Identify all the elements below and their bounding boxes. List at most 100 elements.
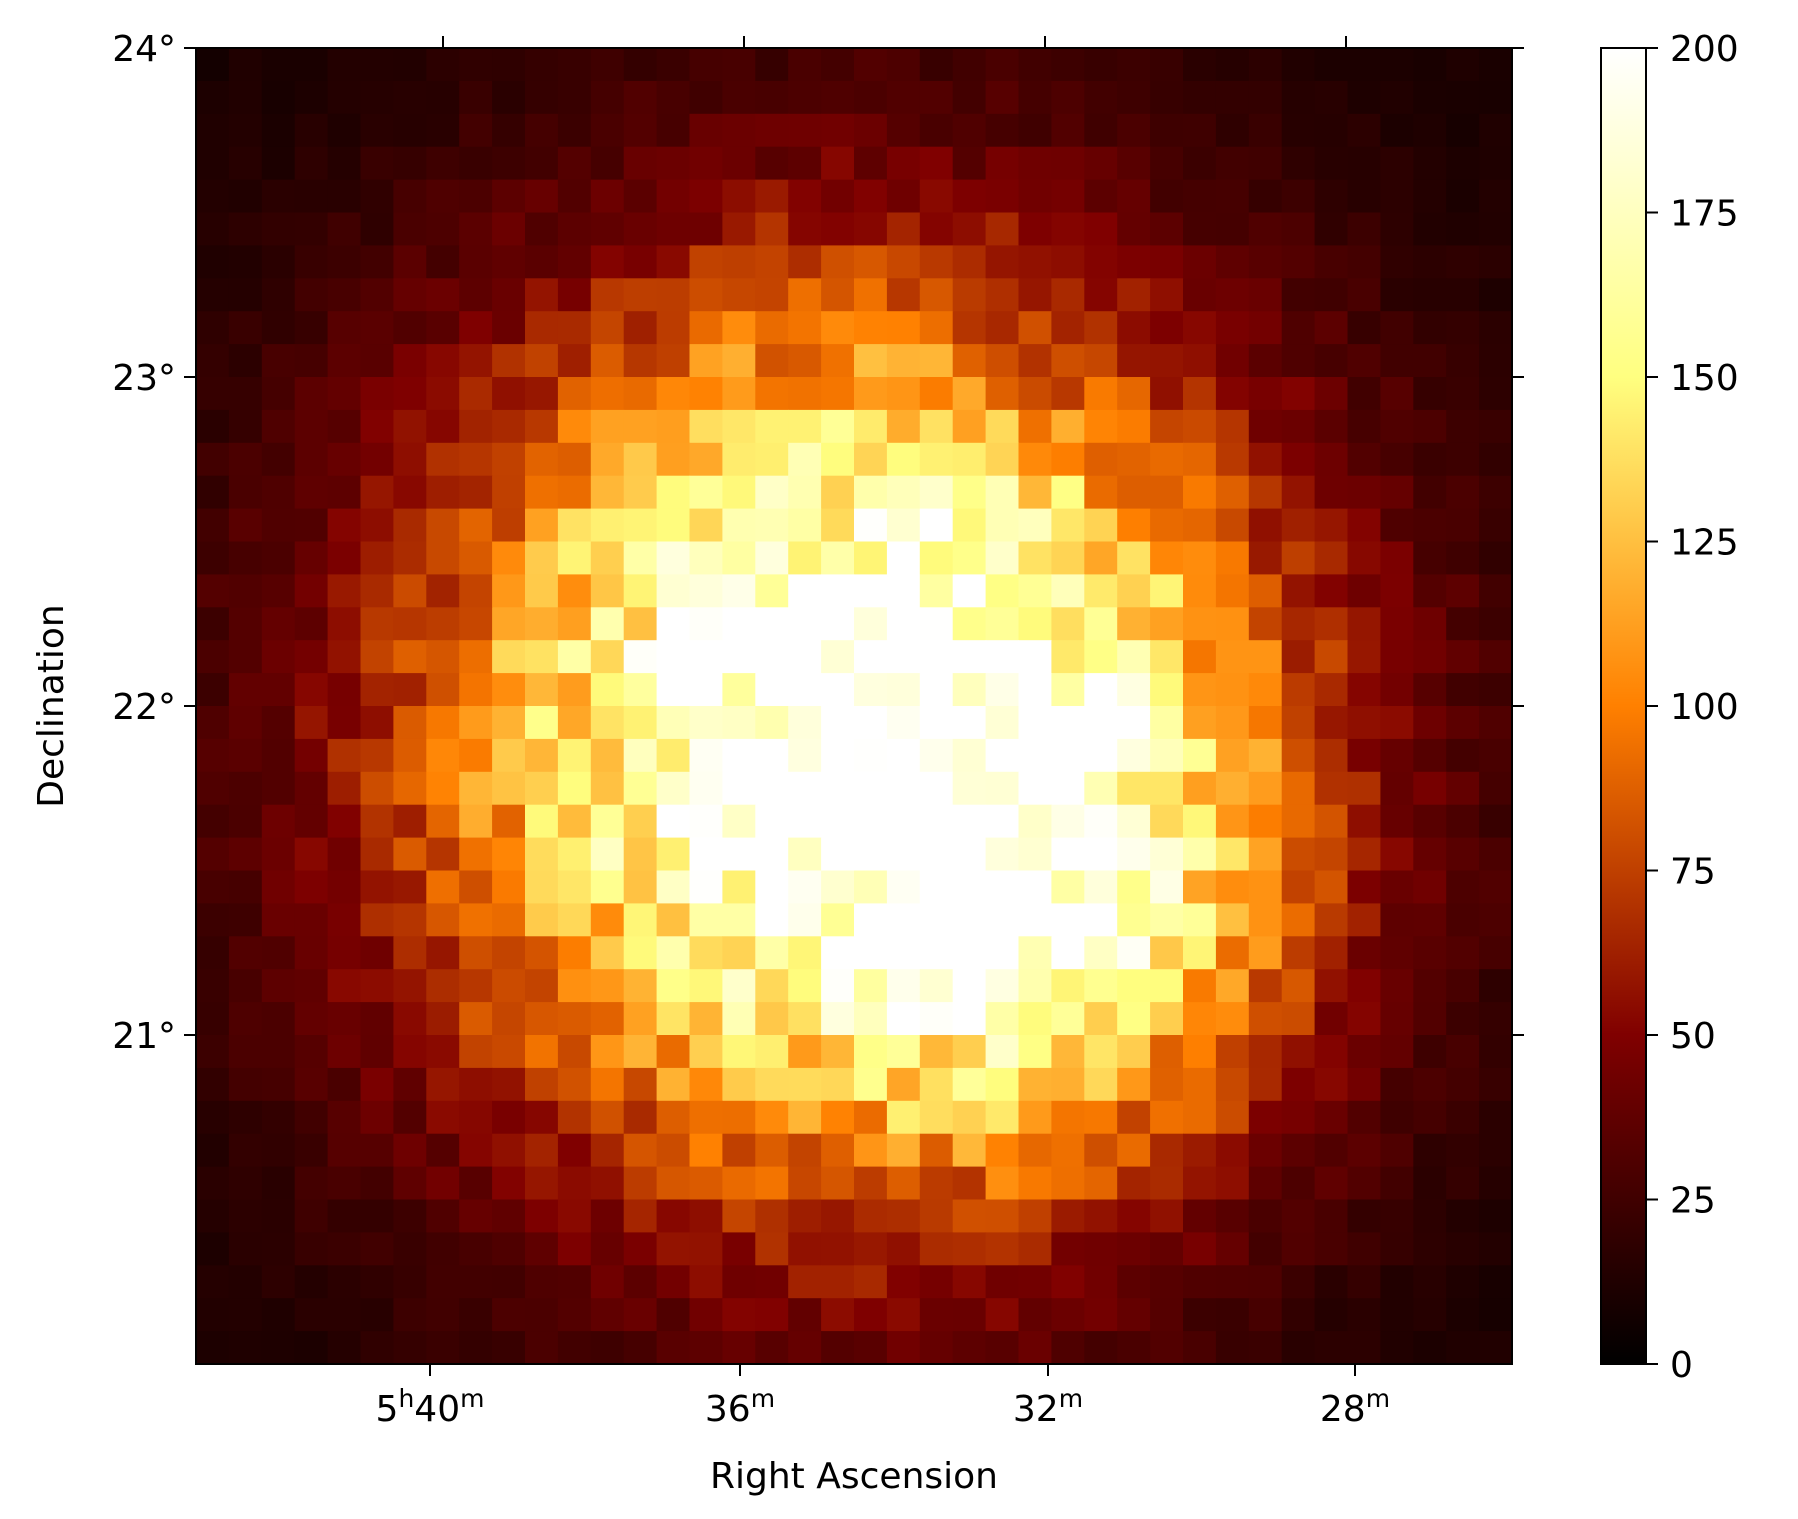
heatmap-cell	[952, 311, 987, 345]
heatmap-cell	[919, 1067, 954, 1102]
heatmap-cell	[1084, 1199, 1118, 1233]
heatmap-cell	[1347, 442, 1381, 477]
heatmap-cell	[1117, 936, 1151, 970]
heatmap-cell	[1314, 607, 1349, 641]
heatmap-cell	[492, 146, 526, 181]
heatmap-cell	[755, 1100, 789, 1135]
heatmap-cell	[1314, 475, 1349, 510]
heatmap-cell	[623, 442, 658, 477]
heatmap-cell	[788, 48, 822, 82]
heatmap-cell	[196, 738, 230, 773]
heatmap-cell	[788, 640, 822, 674]
heatmap-cell	[755, 804, 789, 839]
heatmap-cell	[919, 1002, 954, 1036]
heatmap-cell	[623, 640, 658, 674]
heatmap-cell	[1215, 673, 1250, 707]
heatmap-cell	[1413, 541, 1447, 575]
heatmap-cell	[196, 1199, 230, 1233]
heatmap-cell	[1380, 179, 1414, 214]
heatmap-cell	[1281, 1067, 1316, 1102]
heatmap-cell	[360, 278, 394, 312]
heatmap-cell	[788, 179, 822, 214]
heatmap-cell	[492, 278, 526, 312]
heatmap-cell	[623, 574, 658, 608]
heatmap-cell	[261, 278, 296, 312]
heatmap-cell	[952, 475, 987, 510]
y-tick-label: 22°	[112, 687, 176, 728]
heatmap-cell	[1117, 969, 1151, 1003]
heatmap-cell	[985, 936, 1020, 970]
heatmap-cell	[656, 771, 691, 806]
heatmap-cell	[360, 837, 394, 872]
heatmap-cell	[228, 804, 263, 839]
heatmap-cell	[821, 1166, 855, 1201]
heatmap-cell	[1314, 738, 1349, 773]
heatmap-cell	[1051, 1166, 1085, 1201]
heatmap-cell	[294, 48, 329, 82]
heatmap-cell	[821, 1232, 855, 1266]
heatmap-cell	[1281, 278, 1316, 312]
heatmap-cell	[1183, 607, 1217, 641]
heatmap-cell	[1248, 1133, 1283, 1168]
heatmap-cell	[393, 1265, 427, 1299]
heatmap-cell	[426, 1002, 460, 1036]
heatmap-cell	[426, 640, 460, 674]
heatmap-cell	[557, 673, 592, 707]
heatmap-cell	[1215, 706, 1250, 740]
heatmap-cell	[492, 311, 526, 345]
heatmap-cell	[623, 1298, 658, 1332]
heatmap-cell	[1117, 508, 1151, 543]
heatmap-cell	[1347, 1298, 1381, 1332]
heatmap-cell	[1051, 113, 1085, 148]
heatmap-cell	[656, 1331, 691, 1365]
heatmap-cell	[426, 311, 460, 345]
heatmap-cell	[886, 574, 921, 608]
heatmap-cell	[1248, 311, 1283, 345]
heatmap-cell	[492, 1035, 526, 1069]
heatmap-cell	[985, 738, 1020, 773]
heatmap-cell	[1314, 508, 1349, 543]
heatmap-cell	[1051, 640, 1085, 674]
heatmap-cell	[590, 1265, 625, 1299]
x-tick-label: 28m	[1320, 1384, 1390, 1430]
heatmap-cell	[196, 673, 230, 707]
heatmap-cell	[1248, 706, 1283, 740]
heatmap-cell	[722, 311, 756, 345]
heatmap-cell	[1117, 738, 1151, 773]
heatmap-cell	[788, 442, 822, 477]
heatmap-cell	[985, 146, 1020, 181]
heatmap-cell	[854, 574, 888, 608]
heatmap-cell	[623, 1067, 658, 1102]
heatmap-cell	[1413, 1199, 1447, 1233]
heatmap-cell	[952, 673, 987, 707]
heatmap-cell	[1150, 1133, 1184, 1168]
heatmap-cell	[327, 903, 362, 937]
heatmap-cell	[590, 1002, 625, 1036]
heatmap-cell	[755, 673, 789, 707]
heatmap-cell	[1380, 311, 1414, 345]
heatmap-cell	[590, 1067, 625, 1102]
heatmap-cell	[952, 442, 987, 477]
heatmap-cell	[1248, 607, 1283, 641]
heatmap-cell	[1380, 278, 1414, 312]
heatmap-cell	[590, 574, 625, 608]
heatmap-cell	[525, 870, 559, 904]
heatmap-cell	[459, 409, 493, 444]
heatmap-cell	[755, 146, 789, 181]
heatmap-cell	[261, 1232, 296, 1266]
heatmap-cell	[623, 1331, 658, 1365]
heatmap-cell	[919, 738, 954, 773]
heatmap-cell	[327, 442, 362, 477]
heatmap-cell	[590, 442, 625, 477]
heatmap-cell	[1183, 1133, 1217, 1168]
heatmap-cell	[557, 179, 592, 214]
heatmap-cell	[459, 1166, 493, 1201]
heatmap-cell	[854, 936, 888, 970]
heatmap-cell	[1150, 607, 1184, 641]
heatmap-cell	[854, 442, 888, 477]
heatmap-cell	[1215, 278, 1250, 312]
heatmap-cell	[525, 1035, 559, 1069]
heatmap-cell	[1084, 311, 1118, 345]
heatmap-cell	[854, 48, 888, 82]
heatmap-cell	[492, 870, 526, 904]
